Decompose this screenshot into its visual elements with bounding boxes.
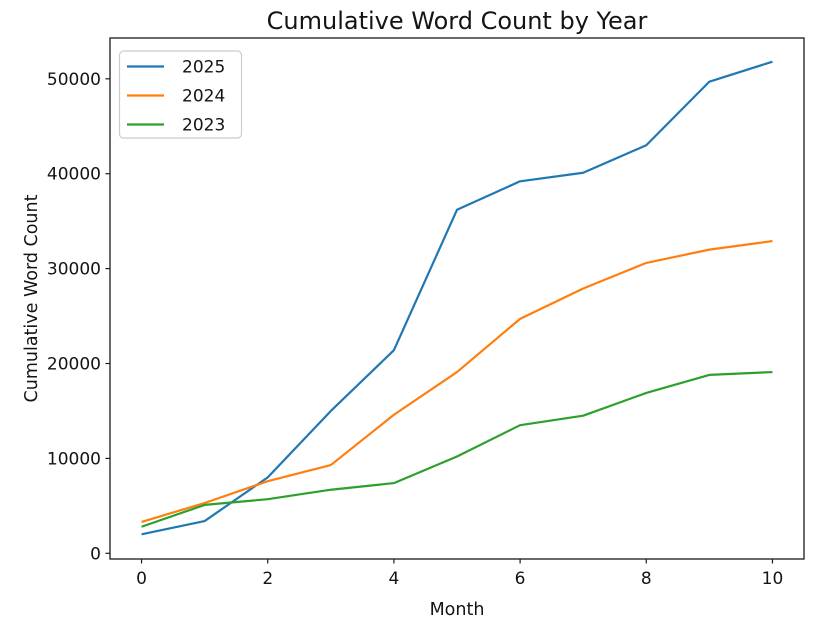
- legend-label-2024: 2024: [182, 87, 225, 107]
- x-tick-label: 0: [136, 569, 147, 589]
- y-tick-label: 10000: [47, 449, 101, 469]
- plot-frame: [109, 37, 805, 560]
- legend-box: [118, 50, 243, 139]
- legend-label-2025: 2025: [182, 58, 225, 78]
- x-tick-label: 6: [515, 569, 526, 589]
- axes: 0 2 4 6 8 10 0 10000 20000 30000 40000 50000: [47, 37, 805, 589]
- series-lines: [141, 60, 773, 536]
- legend-label-2023: 2023: [182, 116, 225, 136]
- x-axis-label: Month: [430, 600, 485, 620]
- y-tick-label: 40000: [47, 165, 101, 185]
- y-axis-label: Cumulative Word Count: [22, 194, 42, 402]
- series-line-2024: [141, 239, 773, 524]
- x-tick-label: 10: [762, 569, 784, 589]
- chart-title: Cumulative Word Count by Year: [267, 7, 648, 35]
- y-tick-label: 20000: [47, 355, 101, 375]
- legend: 2025 2024 2023: [118, 50, 243, 139]
- y-tick-label: 30000: [47, 260, 101, 280]
- y-tick-label: 50000: [47, 70, 101, 90]
- x-tick-label: 2: [262, 569, 273, 589]
- series-line-2023: [141, 370, 773, 528]
- x-tick-label: 4: [388, 569, 399, 589]
- y-tick-label: 0: [90, 544, 101, 564]
- series-line-2025: [141, 60, 773, 536]
- x-tick-label: 8: [641, 569, 652, 589]
